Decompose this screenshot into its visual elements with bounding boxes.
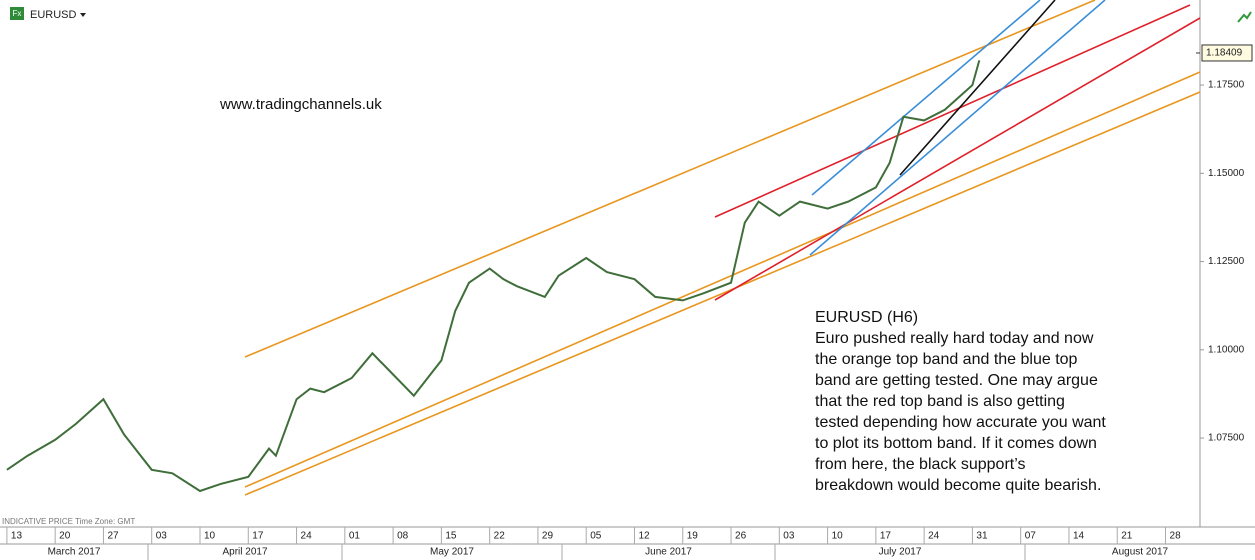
x-tick-label: 15 — [445, 531, 457, 542]
annotation-line: EURUSD (H6) — [815, 309, 918, 326]
orange-top-band — [244, 0, 1096, 358]
annotation-line: the orange top band and the blue top — [815, 351, 1078, 368]
red-bottom-band — [714, 17, 1201, 301]
x-tick-label: 01 — [349, 531, 361, 542]
trend-lines — [244, 0, 1201, 496]
website: www.tradingchannels.uk — [219, 96, 382, 113]
current-price-box — [1201, 44, 1253, 62]
x-tick-label: 17 — [252, 531, 264, 542]
logo-box — [10, 7, 24, 20]
annotation-line: that the red top band is also getting — [815, 393, 1065, 410]
x-tick-label: 31 — [976, 531, 988, 542]
x-tick-label: 24 — [301, 531, 313, 542]
y-tick-label: 1.07500 — [1208, 433, 1245, 444]
y-tick-label: 1.15000 — [1208, 168, 1245, 179]
annotation-line: tested depending how accurate you want — [815, 414, 1106, 431]
month-label: June 2017 — [645, 547, 692, 558]
x-tick-label: 03 — [156, 531, 168, 542]
x-tick-label: 28 — [1170, 531, 1182, 542]
month-label: March 2017 — [48, 547, 101, 558]
x-tick-label: 20 — [59, 531, 71, 542]
price-line — [6, 60, 981, 493]
x-tick-label: 10 — [204, 531, 216, 542]
symbol[interactable]: EURUSD — [30, 9, 77, 21]
month-label: July 2017 — [879, 547, 922, 558]
annotation-line: to plot its bottom band. If it comes dow… — [815, 435, 1097, 452]
dropdown-arrow[interactable] — [80, 13, 86, 17]
logo: Fx — [13, 9, 22, 18]
x-tick-label: 05 — [590, 531, 602, 542]
y-tick-label: 1.17500 — [1208, 80, 1245, 91]
black-support — [899, 0, 1056, 176]
x-tick-label: 17 — [880, 531, 892, 542]
x-tick-label: 07 — [1025, 531, 1037, 542]
current-price-label: 1.18409 — [1206, 48, 1243, 59]
x-tick-label: 29 — [542, 531, 554, 542]
month-label: April 2017 — [222, 547, 267, 558]
orange-band — [244, 71, 1201, 488]
blue-top-band — [811, 0, 1041, 196]
month-label: August 2017 — [1112, 547, 1169, 558]
annotation-line: breakdown would become quite bearish. — [815, 477, 1101, 494]
x-tick-label: 26 — [735, 531, 747, 542]
annotation: EURUSD (H6) Euro pushed really hard today… — [815, 309, 1106, 494]
orange-band — [244, 91, 1201, 496]
red-top-band — [714, 4, 1191, 218]
x-tick-label: 08 — [397, 531, 409, 542]
month-label: May 2017 — [430, 547, 474, 558]
x-tick-label: 22 — [494, 531, 506, 542]
x-tick-label: 13 — [11, 531, 23, 542]
y-tick-label: 1.12500 — [1208, 256, 1245, 267]
x-tick-label: 24 — [928, 531, 940, 542]
annotation-line: Euro pushed really hard today and now — [815, 330, 1094, 347]
live-icon — [1237, 11, 1252, 23]
annotation-line: from here, the black support’s — [815, 456, 1025, 473]
x-tick-label: 10 — [832, 531, 844, 542]
x-tick-label: 19 — [687, 531, 699, 542]
blue-bottom-band — [809, 0, 1106, 256]
x-tick-label: 14 — [1073, 531, 1085, 542]
x-tick-label: 12 — [638, 531, 650, 542]
x-tick-label: 03 — [783, 531, 795, 542]
x-tick-label: 21 — [1121, 531, 1133, 542]
footer: INDICATIVE PRICE Time Zone: GMT — [2, 517, 135, 526]
x-tick-label: 27 — [107, 531, 119, 542]
y-tick-label: 1.10000 — [1208, 344, 1245, 355]
annotation-line: band are getting tested. One may argue — [815, 372, 1098, 389]
